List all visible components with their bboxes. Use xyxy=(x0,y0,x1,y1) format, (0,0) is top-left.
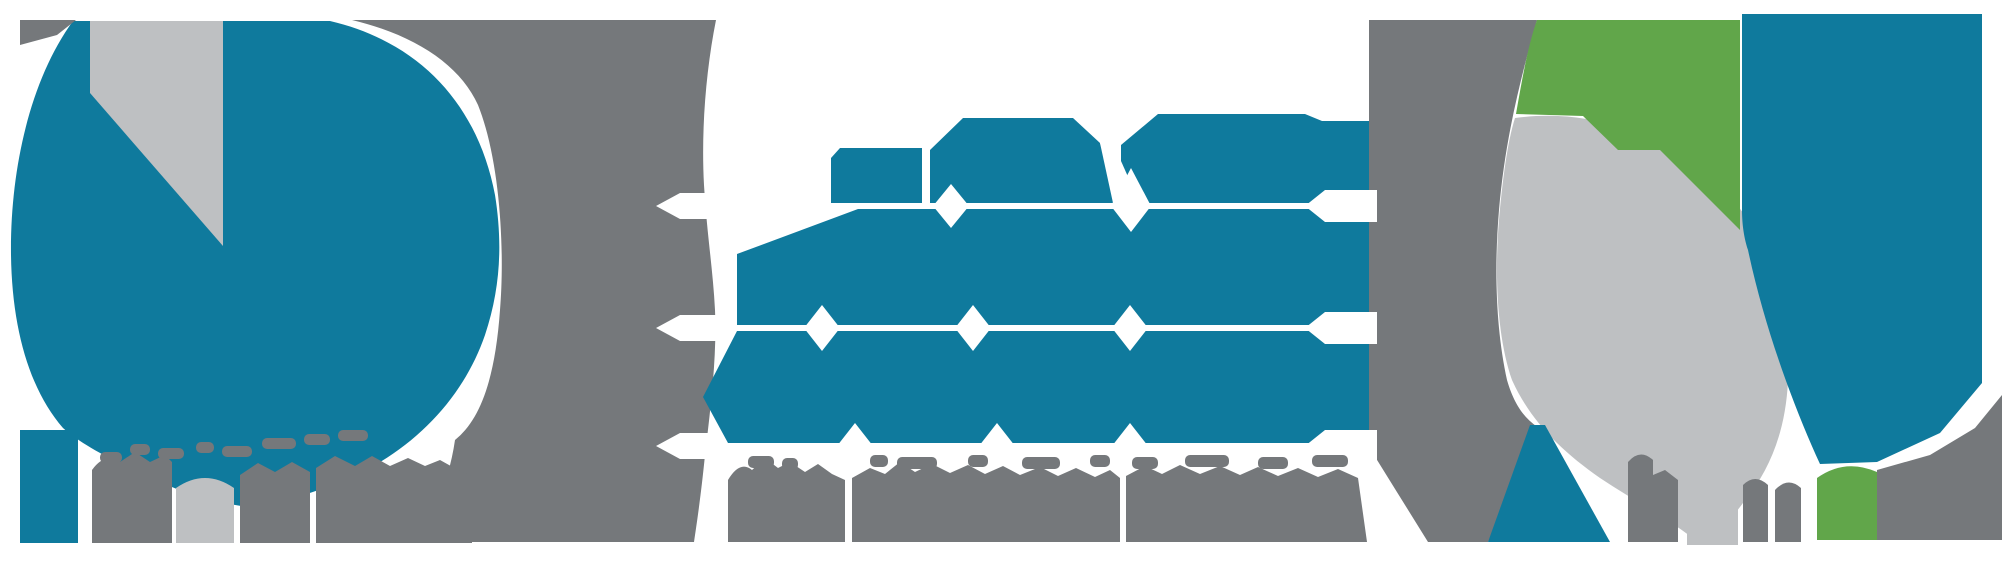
band-arrow-notch xyxy=(656,315,722,341)
stripe-row1-segment-b xyxy=(930,118,1113,203)
band-arrow-notch xyxy=(656,433,722,459)
illegible-tagline-row xyxy=(748,455,1348,470)
left-pie-disc-mark xyxy=(10,20,716,543)
diamond-notch xyxy=(837,423,873,469)
illegible-subtext-row-left xyxy=(100,430,368,463)
diamond-notch-large xyxy=(1111,168,1151,232)
letterform xyxy=(1743,479,1768,542)
disc-segment-blue xyxy=(1742,14,1982,464)
letterform xyxy=(240,462,310,543)
watermark-band-left xyxy=(352,20,716,542)
pie-disc xyxy=(10,21,500,508)
letterform-green xyxy=(1817,466,1877,540)
segmented-disc-mark xyxy=(1369,14,2002,545)
disc-body-light xyxy=(1496,115,1789,536)
pie-wedge xyxy=(90,21,223,246)
letterform-light xyxy=(176,478,234,543)
stripe-row1-segment-a xyxy=(831,148,922,203)
terraced-stripes-mark xyxy=(703,114,1369,443)
stripe-row1-segment-c xyxy=(1121,114,1369,203)
diamond-notch xyxy=(955,305,991,351)
letterform xyxy=(1126,465,1367,542)
letterform xyxy=(1628,454,1678,542)
disc-segment-green xyxy=(1516,20,1740,230)
stripe-row2 xyxy=(737,209,1369,325)
diamond-notch xyxy=(804,305,840,351)
band-arrow-notch xyxy=(656,193,722,219)
watermark-letterforms-middle xyxy=(728,455,1367,542)
diamond-notch xyxy=(979,423,1015,469)
diamond-notch xyxy=(933,184,969,228)
diamond-notch xyxy=(1112,305,1148,351)
letterform xyxy=(852,462,1120,542)
letterform xyxy=(1775,482,1801,542)
letterform-light-column xyxy=(1687,474,1738,545)
stripe-row3 xyxy=(703,331,1369,443)
letterform-blue-A xyxy=(1488,425,1610,542)
top-left-sliver xyxy=(20,20,76,45)
chevron-bullet xyxy=(1305,190,1377,222)
letterform xyxy=(728,458,845,542)
chevron-bullet xyxy=(1305,430,1377,462)
watermark-band-right xyxy=(1369,20,1539,542)
letterform xyxy=(92,452,172,543)
blue-letter-bar xyxy=(20,430,78,543)
stripe-notches xyxy=(656,143,1377,469)
letterform xyxy=(316,456,472,543)
letterform-mass-corner xyxy=(1877,395,2002,540)
chevron-bullet xyxy=(1305,312,1377,344)
